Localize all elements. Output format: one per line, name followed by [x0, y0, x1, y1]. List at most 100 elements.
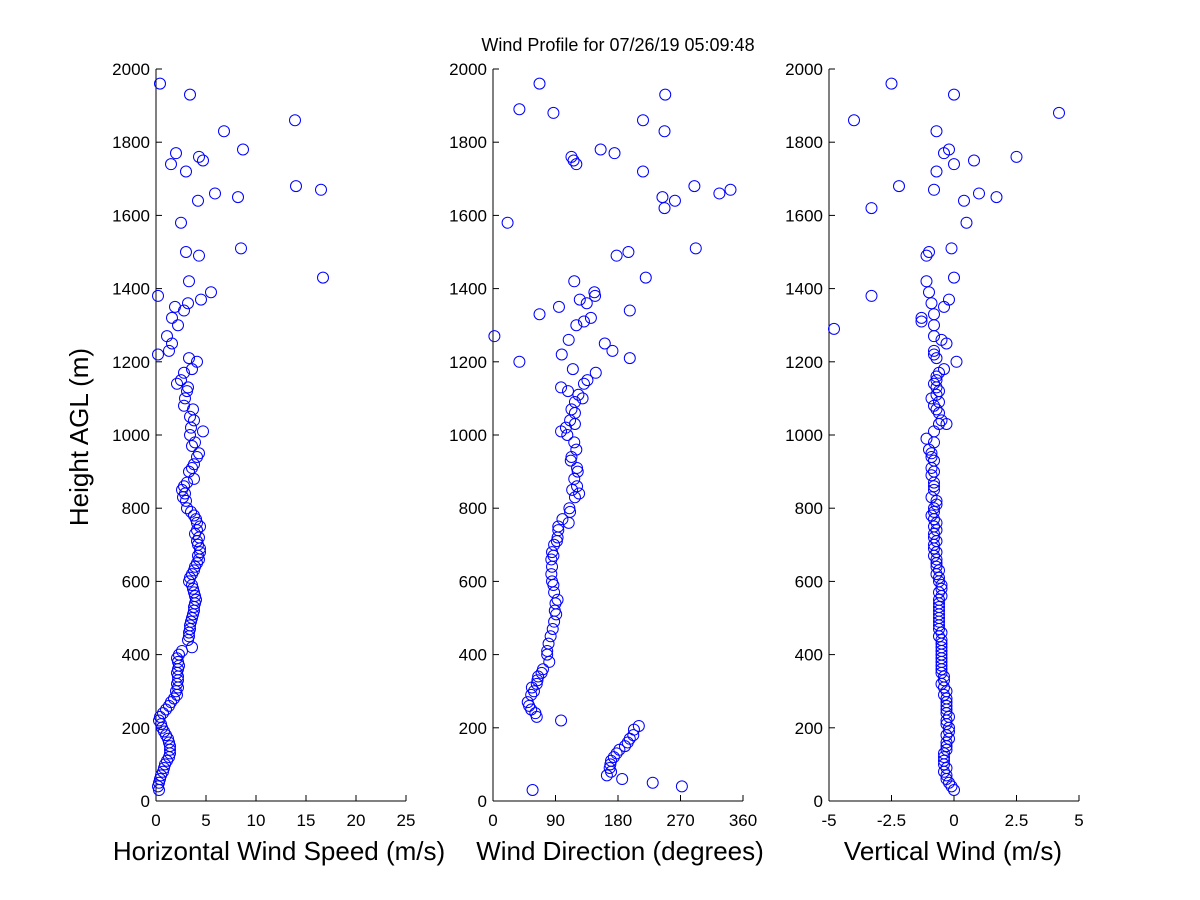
data-point: [232, 191, 244, 204]
x-axis-label: Horizontal Wind Speed (m/s): [113, 836, 445, 866]
data-point: [938, 751, 950, 764]
data-point: [600, 769, 613, 782]
data-point: [637, 114, 649, 127]
y-tick-label: 600: [122, 572, 150, 591]
data-point: [945, 242, 958, 255]
data-point: [543, 655, 556, 668]
data-point: [930, 352, 943, 365]
data-point: [608, 147, 621, 160]
y-tick-label: 1400: [785, 280, 823, 299]
data-point: [562, 516, 575, 529]
data-point: [604, 758, 617, 771]
data-point: [848, 114, 860, 127]
data-point: [607, 751, 620, 764]
data-point: [166, 311, 178, 324]
data-point: [893, 180, 905, 193]
data-point: [166, 337, 178, 350]
data-point: [513, 355, 526, 368]
data-point: [571, 461, 584, 474]
y-tick-label: 1000: [785, 426, 823, 445]
y-tick-label: 1000: [449, 426, 487, 445]
data-point: [933, 571, 945, 584]
x-tick-label: 0: [949, 811, 958, 830]
y-tick-label: 200: [795, 719, 823, 738]
data-point: [570, 158, 583, 171]
data-point: [658, 202, 671, 215]
data-point: [181, 385, 193, 398]
data-point: [550, 608, 563, 621]
data-point: [928, 542, 940, 555]
data-point: [545, 553, 558, 566]
data-point: [928, 483, 940, 496]
data-point: [581, 374, 594, 387]
data-point: [943, 725, 955, 738]
data-point: [530, 710, 543, 723]
data-point: [925, 447, 938, 460]
data-point: [930, 494, 943, 507]
data-point: [925, 469, 938, 482]
data-point: [564, 454, 577, 467]
y-tick-label: 1400: [112, 280, 150, 299]
data-point: [930, 165, 943, 178]
data-point: [568, 275, 581, 288]
data-point: [933, 622, 945, 635]
data-point: [930, 374, 943, 387]
data-point: [938, 758, 950, 771]
y-tick-label: 800: [459, 499, 487, 518]
data-point: [562, 333, 575, 346]
data-point: [182, 297, 194, 310]
data-point: [189, 527, 201, 540]
data-point: [885, 77, 898, 90]
data-point: [175, 216, 187, 229]
x-tick-label: 0: [488, 811, 497, 830]
data-point: [598, 337, 611, 350]
x-tick-label: 2.5: [1005, 811, 1029, 830]
data-point: [186, 439, 198, 452]
x-tick-label: 5: [201, 811, 210, 830]
data-point: [568, 436, 581, 449]
data-point: [828, 322, 840, 335]
data-point: [940, 743, 953, 756]
data-point: [565, 450, 578, 463]
data-point: [589, 366, 602, 379]
data-point: [183, 352, 195, 365]
data-point: [176, 483, 188, 496]
data-point: [193, 150, 205, 163]
y-axis-label: Height AGL (m): [64, 348, 94, 526]
x-tick-label: 90: [546, 811, 565, 830]
data-point: [950, 355, 963, 368]
data-point: [218, 125, 230, 138]
data-point: [188, 472, 200, 485]
data-point: [943, 732, 955, 745]
data-point: [183, 575, 195, 588]
data-point: [197, 154, 209, 167]
data-point: [193, 249, 205, 262]
data-point: [865, 202, 878, 215]
data-point: [555, 714, 568, 727]
data-point: [488, 330, 501, 343]
data-point: [290, 180, 302, 193]
x-tick-label: -2.5: [877, 811, 906, 830]
data-point: [152, 289, 164, 302]
y-tick-label: 2000: [449, 60, 487, 79]
data-point: [940, 736, 953, 749]
data-point: [563, 502, 576, 515]
data-point: [315, 183, 327, 196]
data-point: [184, 88, 196, 101]
data-point: [533, 77, 546, 90]
figure-title: Wind Profile for 07/26/19 05:09:48: [481, 35, 754, 55]
data-point: [572, 388, 585, 401]
data-point: [973, 187, 985, 200]
data-point: [616, 773, 629, 786]
y-tick-label: 1800: [112, 133, 150, 152]
data-point: [180, 165, 192, 178]
y-tick-label: 1200: [112, 353, 150, 372]
data-point: [915, 311, 928, 324]
x-tick-label: 20: [347, 811, 366, 830]
data-point: [163, 699, 175, 712]
data-point: [923, 443, 935, 456]
x-tick-label: -5: [821, 811, 836, 830]
data-point: [555, 348, 568, 361]
x-tick-label: 360: [729, 811, 757, 830]
